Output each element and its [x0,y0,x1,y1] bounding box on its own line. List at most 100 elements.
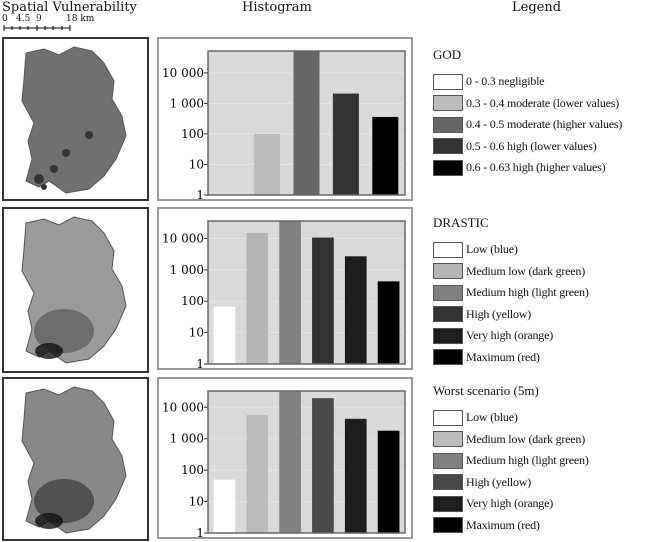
bar [213,479,236,533]
legend-label: 0.6 - 0.63 high (higher values) [466,160,606,175]
legend-item: 0.6 - 0.63 high (higher values) [433,157,622,179]
legend-item: 0.3 - 0.4 moderate (lower values) [433,93,622,115]
histogram-worst-scenario: 1 10 100 1 000 10 000 [157,377,413,540]
legend-swatch [433,409,463,426]
bar [293,51,320,195]
legend-item: 0 - 0.3 negligible [433,71,622,93]
y-tick-label: 10 [189,495,204,509]
bar [372,116,399,195]
legend-item: High (yellow) [433,304,589,326]
y-tick-label: 10 000 [162,231,204,245]
bar [312,237,334,364]
y-tick-label: 100 [181,127,204,141]
y-tick-label: 10 000 [162,66,204,80]
legend-label: Very high (orange) [466,328,554,343]
legend-worst-scenario: Worst scenario (5m) Low (blue) Medium low … [433,383,589,536]
legend-swatch [433,474,463,491]
y-tick-label: 10 000 [162,400,204,414]
legend-swatch [433,349,463,366]
scale-label: 9 [36,14,42,24]
legend-item: High (yellow) [433,472,589,494]
legend-item: 0.4 - 0.5 moderate (higher values) [433,114,622,136]
legend-swatch [433,495,463,512]
y-tick-label: 100 [181,463,204,477]
legend-title: DRASTIC [433,215,489,230]
bar [377,281,400,364]
y-tick-label: 10 [189,157,204,171]
legend-label: Medium high (light green) [466,285,589,300]
scale-bar: 0 4.5 9 18 km [2,14,102,34]
bar [312,398,334,533]
high-vulnerability-patch [85,131,93,139]
high-vulnerability-patch [62,149,70,157]
legend-label: Low (blue) [466,410,518,425]
scale-ruler [3,25,71,31]
bar [332,93,359,195]
legend-item: Medium low (dark green) [433,429,589,451]
map-drastic [2,207,149,373]
y-tick-label: 1 000 [170,96,204,110]
legend-swatch [433,517,463,534]
legend-label: Medium low (dark green) [466,431,586,446]
histogram-drastic: 1 10 100 1 000 10 000 [157,207,413,371]
legend-label: 0.3 - 0.4 moderate (lower values) [466,95,620,110]
legend-label: 0.4 - 0.5 moderate (higher values) [466,117,623,132]
header-spatial-vulnerability: Spatial Vulnerability [2,0,137,15]
legend-item: Medium low (dark green) [433,261,589,283]
legend-swatch [433,327,463,344]
plot-frame [207,390,406,534]
legend-item: Maximum (red) [433,347,589,369]
y-tick-label: 10 [189,326,204,340]
legend-label: 0.5 - 0.6 high (lower values) [466,138,597,153]
bar [279,221,301,364]
region-outline [21,46,127,194]
high-vulnerability-zone [34,309,94,353]
legend-swatch [433,431,463,448]
map-god [2,37,149,201]
legend-title: GOD [433,47,462,62]
legend-swatch [433,116,463,133]
bar [246,232,269,364]
maximum-vulnerability-zone [35,513,63,529]
bar [254,133,281,195]
legend-label: Medium high (light green) [466,453,589,468]
legend-label: 0 - 0.3 negligible [466,74,545,89]
bar [246,414,269,533]
bar [279,391,301,533]
plot-area [208,391,405,533]
legend-swatch [433,306,463,323]
y-tick-label: 1 [196,357,204,368]
legend-swatch [433,241,463,258]
legend-label: Maximum (red) [466,517,540,532]
legend-item: Low (blue) [433,407,589,429]
legend-swatch [433,95,463,112]
legend-item: Maximum (red) [433,515,589,537]
y-tick-label: 1 [196,526,204,537]
bar [213,306,236,364]
legend-swatch [433,263,463,280]
high-vulnerability-patch [34,174,44,184]
scale-label: 4.5 [16,14,31,24]
legend-item: Very high (orange) [433,493,589,515]
legend-swatch [433,73,463,90]
bar [344,418,367,533]
high-vulnerability-zone [34,479,94,523]
legend-item: Low (blue) [433,239,589,261]
scale-label: 18 km [66,14,95,24]
plot-frame [207,50,406,196]
legend-god: GOD 0 - 0.3 negligible 0.3 - 0.4 moderate … [433,47,622,179]
maximum-vulnerability-zone [35,343,63,359]
legend-label: Maximum (red) [466,349,540,364]
histogram-god: 1 10 100 1 000 10 000 [157,37,413,202]
header-legend: Legend [512,0,562,15]
y-tick-label: 1 000 [170,263,204,277]
high-vulnerability-patch [41,184,47,190]
legend-label: High (yellow) [466,474,532,489]
legend-drastic: DRASTIC Low (blue) Medium low (dark green)… [433,215,589,368]
legend-swatch [433,284,463,301]
plot-frame [207,220,406,365]
y-tick-label: 1 [196,188,204,199]
legend-label: Very high (orange) [466,496,554,511]
legend-item: 0.5 - 0.6 high (lower values) [433,136,622,158]
